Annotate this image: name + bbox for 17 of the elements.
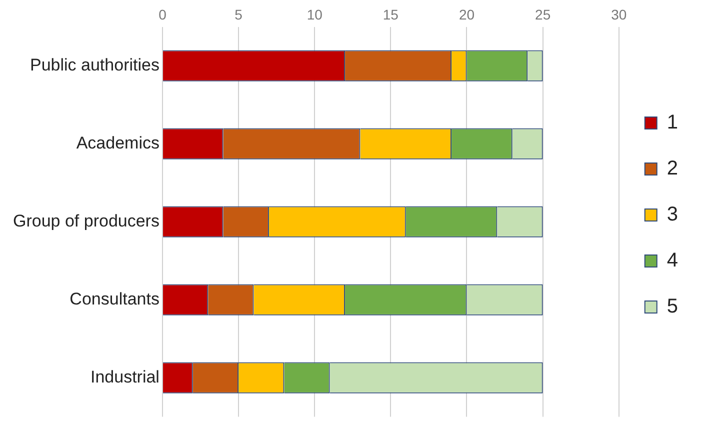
y-tick-label: Consultants (70, 289, 160, 308)
y-tick-label: Group of producers (13, 211, 160, 230)
legend-label: 3 (666, 204, 678, 226)
legend-label: 4 (666, 250, 678, 272)
x-tick-label: 15 (382, 6, 399, 22)
legend-label: 2 (666, 158, 678, 180)
legend-label: 1 (666, 112, 678, 134)
x-tick-label: 0 (158, 6, 167, 22)
x-tick-label: 5 (234, 6, 243, 22)
legend-label: 5 (666, 296, 678, 318)
x-tick-label: 25 (535, 6, 551, 22)
x-tick-label: 20 (458, 6, 475, 22)
x-tick-label: 30 (611, 6, 627, 22)
y-tick-label: Public authorities (30, 55, 160, 74)
x-tick-label: 10 (306, 6, 323, 22)
y-tick-label: Industrial (90, 367, 160, 386)
y-tick-label: Academics (76, 133, 160, 152)
